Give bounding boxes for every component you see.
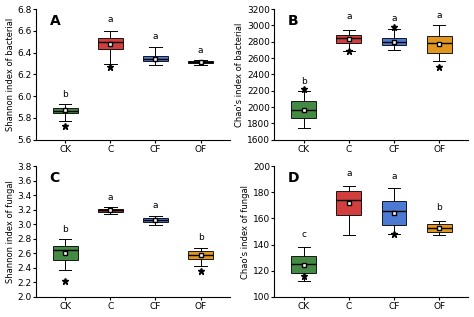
Text: a: a xyxy=(391,171,397,181)
PathPatch shape xyxy=(188,61,213,63)
Y-axis label: Shannon index of bacterial: Shannon index of bacterial xyxy=(6,18,15,131)
Text: A: A xyxy=(49,14,60,28)
Text: B: B xyxy=(288,14,299,28)
PathPatch shape xyxy=(143,218,168,223)
Text: C: C xyxy=(49,171,60,185)
PathPatch shape xyxy=(337,191,361,215)
Text: b: b xyxy=(62,225,68,234)
Y-axis label: Chao's index of bacterial: Chao's index of bacterial xyxy=(236,22,245,126)
Text: a: a xyxy=(108,15,113,24)
Y-axis label: Chao's index of fungal: Chao's index of fungal xyxy=(241,184,250,279)
Text: b: b xyxy=(436,203,442,212)
Text: a: a xyxy=(391,14,397,23)
PathPatch shape xyxy=(98,209,123,211)
PathPatch shape xyxy=(98,38,123,49)
PathPatch shape xyxy=(143,56,168,61)
Text: D: D xyxy=(288,171,300,185)
Text: b: b xyxy=(62,90,68,100)
PathPatch shape xyxy=(427,224,452,231)
Y-axis label: Shannon index of fungal: Shannon index of fungal xyxy=(6,180,15,283)
Text: b: b xyxy=(198,233,203,242)
Text: a: a xyxy=(346,12,352,21)
PathPatch shape xyxy=(188,251,213,259)
Text: a: a xyxy=(108,193,113,203)
Text: a: a xyxy=(153,32,158,41)
Text: a: a xyxy=(346,169,352,178)
PathPatch shape xyxy=(382,38,406,45)
PathPatch shape xyxy=(292,101,316,118)
PathPatch shape xyxy=(337,35,361,43)
PathPatch shape xyxy=(53,246,78,260)
Text: b: b xyxy=(301,77,307,86)
Text: c: c xyxy=(301,230,306,239)
Text: a: a xyxy=(437,11,442,20)
PathPatch shape xyxy=(382,202,406,225)
PathPatch shape xyxy=(292,256,316,273)
PathPatch shape xyxy=(427,36,452,53)
Text: a: a xyxy=(198,46,203,55)
PathPatch shape xyxy=(53,108,78,113)
Text: a: a xyxy=(153,202,158,210)
